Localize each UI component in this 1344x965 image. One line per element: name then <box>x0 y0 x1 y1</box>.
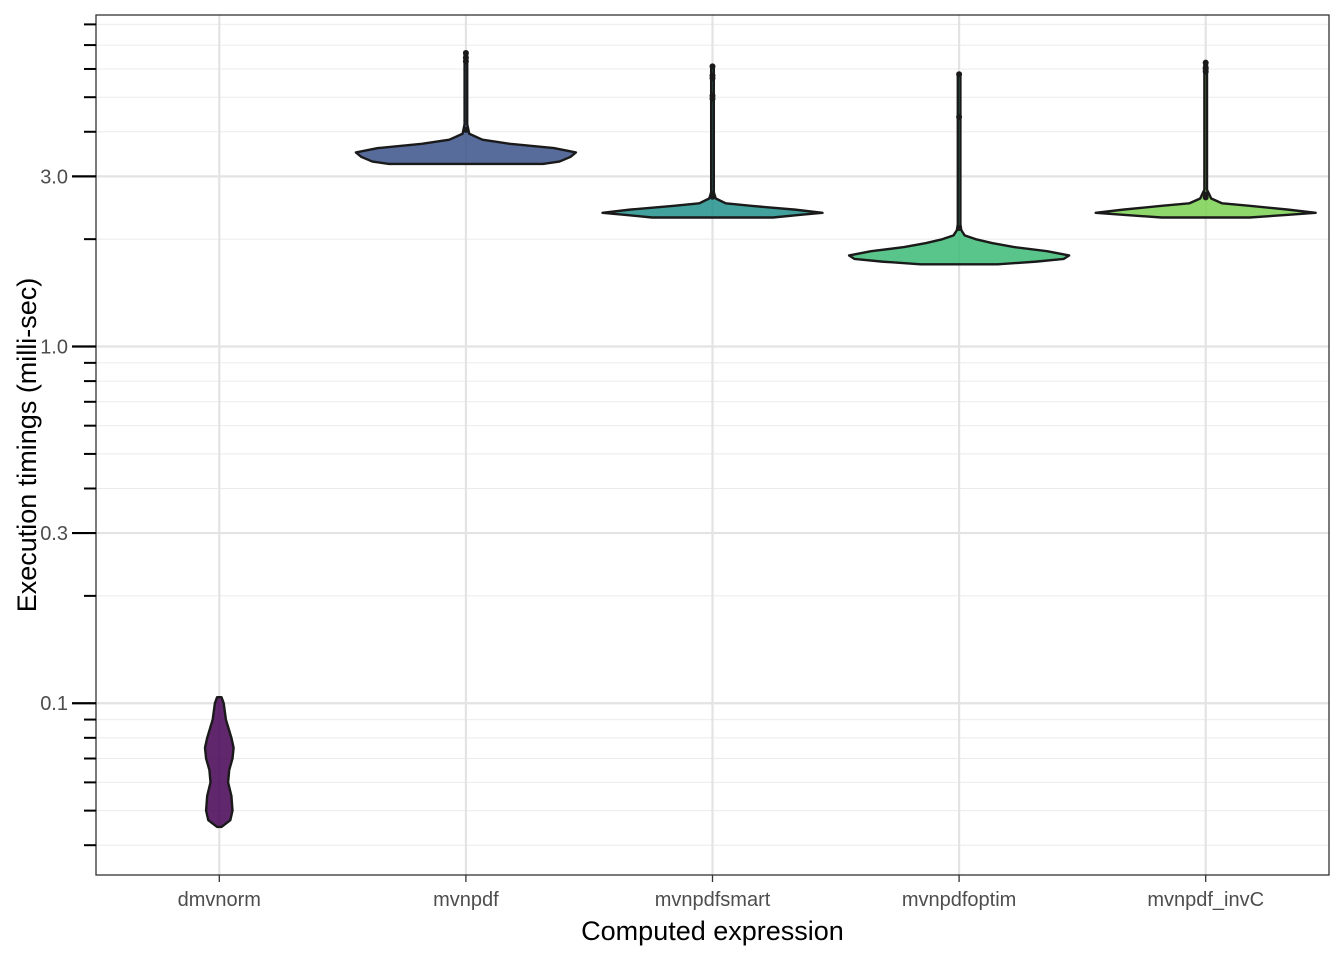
violin-outlier-point <box>709 190 716 197</box>
violin-outlier-point <box>709 72 716 79</box>
violin-mvnpdf_invC <box>1094 59 1317 219</box>
violin-mvnpdfoptim <box>847 71 1071 266</box>
y-tick-label: 1.0 <box>40 337 68 359</box>
violin-outlier-point <box>1202 64 1209 71</box>
violin-outlier-point <box>1202 191 1209 198</box>
violin-outlier-point <box>1202 59 1209 66</box>
violin-body <box>847 73 1071 266</box>
violin-outlier-point <box>956 224 963 231</box>
violin-mvnpdf <box>354 50 578 166</box>
y-tick-label: 0.3 <box>40 523 68 545</box>
violin-outlier-point <box>709 92 716 99</box>
x-tick-label: mvnpdfoptim <box>902 889 1017 911</box>
axis-layer: 0.1 0.3 1.0 3.0 dmvnorm mvnpdf mvnpdfsmart mvnp… <box>40 23 1264 911</box>
x-axis-title: Computed expression <box>581 916 844 946</box>
violin-outlier-point <box>956 114 963 121</box>
violin-mvnpdfsmart <box>601 63 824 219</box>
violin-outlier-point <box>462 54 469 61</box>
y-axis-title: Execution timings (milli-sec) <box>12 278 42 613</box>
violin-outlier-point <box>709 63 716 70</box>
violin-body <box>203 695 235 829</box>
grid-layer <box>96 15 1329 875</box>
violin-outlier-point <box>462 126 469 133</box>
x-tick-label: dmvnorm <box>178 889 261 911</box>
x-tick-label: mvnpdf_invC <box>1147 889 1264 911</box>
y-tick-label: 3.0 <box>40 166 68 188</box>
y-tick-label: 0.1 <box>40 693 68 715</box>
violin-outlier-point <box>956 71 963 78</box>
x-tick-label: mvnpdfsmart <box>655 889 771 911</box>
x-tick-label: mvnpdf <box>433 889 499 911</box>
violin-outlier-point <box>462 50 469 57</box>
violin-layer <box>203 50 1317 829</box>
violin-dmvnorm <box>203 695 235 829</box>
